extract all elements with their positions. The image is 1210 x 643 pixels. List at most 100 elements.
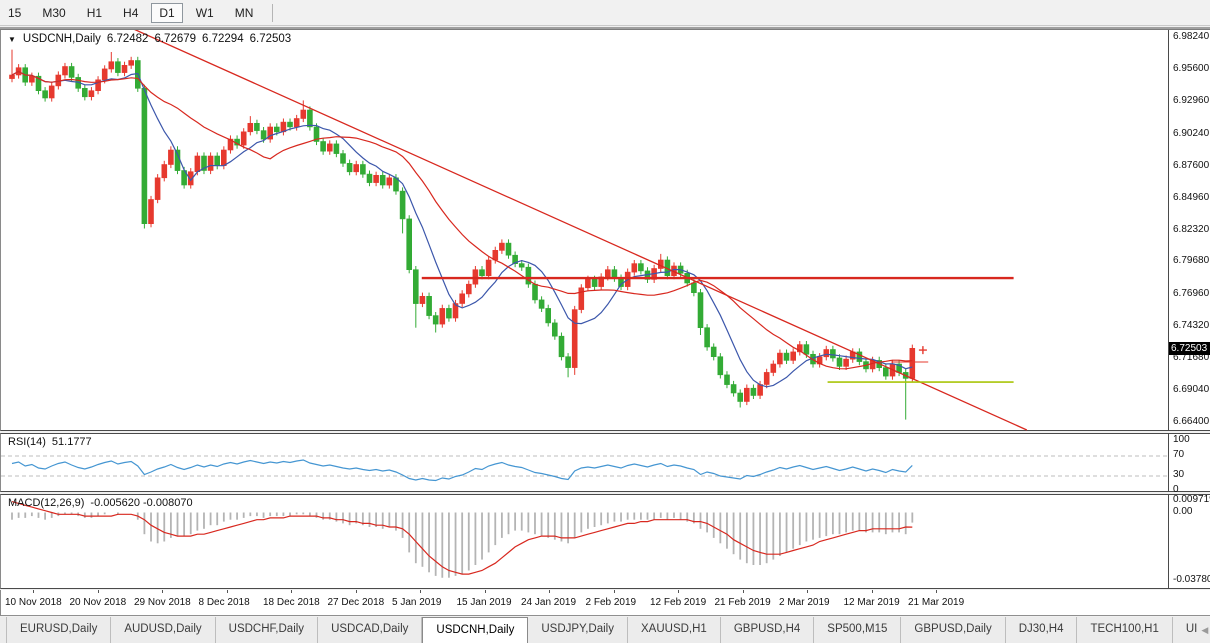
date-tick-mark [549,590,550,593]
date-tick-mark [162,590,163,593]
macd-values: -0.005620 -0.008070 [90,497,193,509]
tab-gbpusd-daily[interactable]: GBPUSD,Daily [901,617,1006,643]
chart-title: ▼ USDCNH,Daily 6.72482 6.72679 6.72294 6… [8,33,291,45]
rsi-label: RSI(14) 51.1777 [8,436,92,448]
date-tick-mark [33,590,34,593]
tab-xauusd-h1[interactable]: XAUUSD,H1 [628,617,721,643]
timeframe-button-d1[interactable]: D1 [151,2,183,23]
macd-tick-label: 0.009719 [1173,494,1210,505]
timeframe-toolbar: 15 M30 H1 H4 D1 W1 MN [0,0,1210,26]
date-tick-mark [807,590,808,593]
date-tick-label: 12 Mar 2019 [843,597,900,608]
macd-signal-line [11,501,913,575]
current-price-badge: 6.72503 [1169,342,1210,355]
tab-usdchf-daily[interactable]: USDCHF,Daily [216,617,319,643]
tab-eurusd-daily[interactable]: EURUSD,Daily [6,617,112,643]
tab-usdjpy-daily[interactable]: USDJPY,Daily [528,617,628,643]
price-tick-label: 6.87600 [1173,160,1210,171]
candles [9,49,916,420]
date-tick-mark [936,590,937,593]
descending-trendline [134,30,1028,431]
rsi-tick-label: 70 [1173,449,1210,461]
date-tick-label: 21 Mar 2019 [908,597,965,608]
tab-gbpusd-h4[interactable]: GBPUSD,H4 [721,617,815,643]
date-tick-label: 5 Jan 2019 [392,597,442,608]
price-tick-label: 6.92960 [1173,95,1210,106]
rsi-panel[interactable]: RSI(14) 51.1777 [0,433,1210,492]
chart-tabs: EURUSD,Daily AUDUSD,Daily USDCHF,Daily U… [0,617,1210,643]
rsi-name: RSI(14) [8,436,46,448]
macd-tick-label: 0.00 [1173,506,1210,518]
price-tick-label: 6.84960 [1173,192,1210,203]
rsi-tick-label: 100 [1173,434,1210,446]
macd-histogram [11,512,914,578]
timeframe-button-m15[interactable]: 15 [0,3,29,23]
macd-plot[interactable] [1,495,1169,588]
tab-scroll-controls: ◀ ▶ [1201,617,1210,643]
tab-usdcad-daily[interactable]: USDCAD,Daily [318,617,423,643]
symbol-dropdown-icon[interactable]: ▼ [8,34,16,44]
date-tick-label: 20 Nov 2018 [69,597,127,608]
price-tick-label: 6.74320 [1173,320,1210,331]
tab-audusd-daily[interactable]: AUDUSD,Daily [111,617,216,643]
macd-tick-label: -0.037809 [1173,574,1210,585]
price-tick-label: 6.98240 [1173,31,1210,42]
timeframe-button-m30[interactable]: M30 [34,3,73,23]
symbol-name: USDCNH,Daily [22,33,101,45]
tab-partial[interactable]: UI [1185,623,1198,635]
date-tick-label: 15 Jan 2019 [456,597,512,608]
time-axis[interactable]: 10 Nov 2018 20 Nov 2018 29 Nov 2018 8 Dec 2… [0,590,1210,616]
macd-label: MACD(12,26,9) -0.005620 -0.008070 [8,497,193,509]
timeframe-button-w1[interactable]: W1 [188,3,222,23]
date-tick-label: 29 Nov 2018 [134,597,191,608]
tab-usdcnh-daily[interactable]: USDCNH,Daily [422,617,529,643]
timeframe-button-h4[interactable]: H4 [115,3,146,23]
price-tick-label: 6.71680 [1173,352,1210,363]
rsi-plot[interactable] [1,434,1169,491]
price-panel[interactable]: ▼ USDCNH,Daily 6.72482 6.72679 6.72294 6… [0,30,1210,431]
toolbar-separator [272,3,274,22]
date-tick-label: 8 Dec 2018 [198,597,250,608]
toolbar-divider [0,27,1210,30]
date-tick-label: 2 Feb 2019 [585,597,637,608]
date-tick-mark [291,590,292,593]
date-tick-mark [871,590,873,593]
date-tick-mark [226,590,228,593]
ohlc-close: 6.72503 [249,33,292,45]
rsi-line [11,459,913,482]
date-tick-label: 27 Dec 2018 [327,597,385,608]
ohlc-high: 6.72679 [154,33,197,45]
tab-dj30-h4[interactable]: DJ30,H4 [1006,617,1078,643]
price-tick-label: 6.90240 [1173,128,1210,139]
price-tick-label: 6.69040 [1173,384,1210,395]
rsi-value: 51.1777 [51,436,92,448]
date-tick-label: 10 Nov 2018 [5,597,62,608]
date-tick-label: 12 Feb 2019 [650,597,707,608]
tab-scroll-left-icon[interactable]: ◀ [1201,624,1209,635]
macd-panel[interactable]: MACD(12,26,9) -0.005620 -0.008070 [0,494,1210,589]
date-tick-label: 21 Feb 2019 [714,597,771,608]
date-tick-mark [613,590,615,593]
ohlc-open: 6.72482 [106,33,149,45]
moving-average-8 [11,70,913,388]
macd-name: MACD(12,26,9) [8,497,85,509]
candlestick-plot[interactable] [1,30,1169,431]
tab-sp500-m15[interactable]: SP500,M15 [814,617,902,643]
price-tick-label: 6.66400 [1173,416,1210,427]
price-tick-label: 6.95600 [1173,63,1210,74]
date-tick-mark [420,590,421,593]
ohlc-low: 6.72294 [202,33,244,45]
moving-average-20 [11,70,913,370]
tab-tech100-h1[interactable]: TECH100,H1 [1077,617,1173,643]
timeframe-button-mn[interactable]: MN [227,3,262,23]
date-tick-mark [97,590,99,593]
timeframe-button-h1[interactable]: H1 [79,3,110,23]
date-tick-label: 18 Dec 2018 [263,597,320,608]
date-tick-label: 2 Mar 2019 [779,597,830,608]
rsi-tick-label: 0 [1173,484,1210,496]
price-tick-label: 6.76960 [1173,288,1210,299]
date-tick-mark [742,590,744,593]
price-tick-label: 6.82320 [1173,224,1210,235]
price-tick-label: 6.79680 [1173,255,1210,266]
price-axis[interactable]: 6.98240 6.95600 6.92960 6.90240 6.87600 6.849… [1168,0,1210,590]
